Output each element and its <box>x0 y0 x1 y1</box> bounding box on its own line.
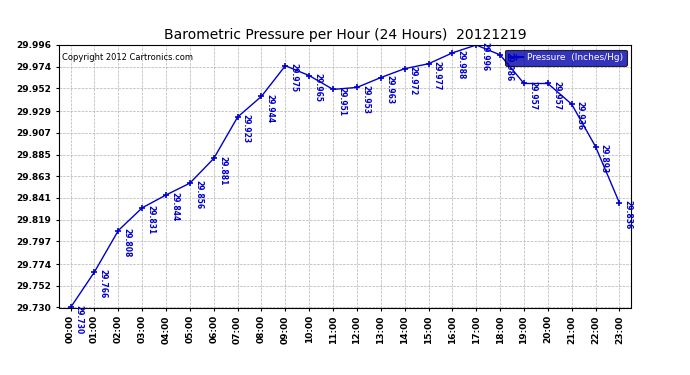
Text: 29.953: 29.953 <box>361 85 370 114</box>
Text: 29.963: 29.963 <box>385 75 394 104</box>
Text: 29.975: 29.975 <box>290 63 299 92</box>
Legend: Pressure  (Inches/Hg): Pressure (Inches/Hg) <box>506 50 627 66</box>
Text: 29.951: 29.951 <box>337 87 346 116</box>
Text: 29.996: 29.996 <box>480 42 489 71</box>
Text: 29.923: 29.923 <box>241 114 250 143</box>
Text: 29.965: 29.965 <box>313 73 322 102</box>
Text: 29.893: 29.893 <box>600 144 609 173</box>
Text: 29.957: 29.957 <box>528 81 537 110</box>
Text: 29.957: 29.957 <box>552 81 561 110</box>
Text: 29.856: 29.856 <box>194 180 203 210</box>
Text: 29.766: 29.766 <box>99 269 108 298</box>
Text: 29.881: 29.881 <box>218 156 227 185</box>
Text: 29.988: 29.988 <box>457 50 466 80</box>
Text: 29.936: 29.936 <box>576 101 585 130</box>
Title: Barometric Pressure per Hour (24 Hours)  20121219: Barometric Pressure per Hour (24 Hours) … <box>164 28 526 42</box>
Text: 29.808: 29.808 <box>122 228 132 257</box>
Text: 29.844: 29.844 <box>170 192 179 222</box>
Text: 29.972: 29.972 <box>408 66 418 95</box>
Text: Copyright 2012 Cartronics.com: Copyright 2012 Cartronics.com <box>61 53 193 62</box>
Text: 29.986: 29.986 <box>504 52 513 81</box>
Text: 29.977: 29.977 <box>433 61 442 90</box>
Text: 29.831: 29.831 <box>146 205 155 234</box>
Text: 29.836: 29.836 <box>624 200 633 230</box>
Text: 29.944: 29.944 <box>266 93 275 123</box>
Text: 29.730: 29.730 <box>75 305 83 334</box>
